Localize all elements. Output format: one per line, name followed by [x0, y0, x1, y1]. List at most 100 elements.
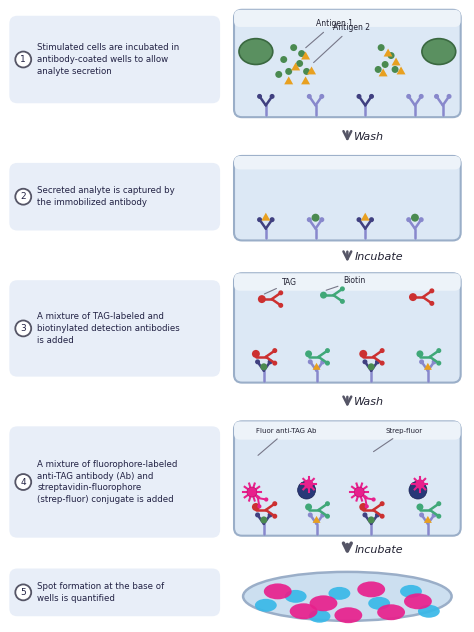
Text: Wash: Wash	[354, 397, 384, 407]
Circle shape	[430, 289, 434, 293]
Text: Fluor anti-TAG Ab: Fluor anti-TAG Ab	[256, 428, 316, 456]
Circle shape	[320, 291, 327, 298]
Circle shape	[378, 44, 384, 51]
Circle shape	[273, 502, 276, 506]
Circle shape	[365, 505, 368, 507]
Circle shape	[376, 513, 379, 517]
Circle shape	[304, 480, 313, 489]
Circle shape	[321, 513, 325, 517]
Circle shape	[260, 516, 267, 523]
Polygon shape	[424, 516, 432, 523]
Circle shape	[359, 350, 367, 358]
Circle shape	[388, 52, 394, 59]
FancyBboxPatch shape	[234, 10, 461, 117]
Circle shape	[326, 502, 329, 506]
Circle shape	[15, 320, 31, 336]
Ellipse shape	[377, 604, 405, 620]
Polygon shape	[261, 213, 270, 221]
Circle shape	[409, 293, 417, 301]
Text: Secreted analyte is captured by
the immobilized antibody: Secreted analyte is captured by the immo…	[37, 186, 175, 207]
Circle shape	[419, 218, 423, 221]
Text: Wash: Wash	[354, 131, 384, 142]
Circle shape	[359, 503, 367, 511]
Text: Strep-fluor: Strep-fluor	[374, 428, 422, 452]
Circle shape	[15, 585, 31, 600]
Text: 1: 1	[20, 55, 26, 64]
Circle shape	[15, 474, 31, 490]
Circle shape	[258, 218, 261, 221]
FancyBboxPatch shape	[234, 273, 461, 382]
Circle shape	[305, 504, 312, 511]
Text: 2: 2	[20, 192, 26, 201]
Circle shape	[320, 218, 324, 221]
Circle shape	[380, 514, 384, 518]
Circle shape	[376, 360, 379, 363]
Text: Incubate: Incubate	[354, 545, 403, 555]
Ellipse shape	[404, 593, 432, 609]
Circle shape	[273, 349, 276, 353]
Ellipse shape	[243, 572, 452, 621]
Circle shape	[268, 513, 272, 517]
Text: A mixture of fluorophore-labeled
anti-TAG antibody (Ab) and
streptavidin-fluorop: A mixture of fluorophore-labeled anti-TA…	[37, 460, 178, 504]
Text: Antigen 1: Antigen 1	[306, 19, 353, 48]
Circle shape	[447, 95, 451, 98]
Polygon shape	[284, 76, 293, 84]
Circle shape	[252, 350, 260, 358]
Circle shape	[374, 66, 382, 73]
Circle shape	[298, 50, 305, 57]
Circle shape	[382, 61, 389, 68]
Polygon shape	[424, 363, 432, 370]
Ellipse shape	[285, 590, 307, 603]
Text: A mixture of TAG-labeled and
biotinylated detection antibodies
is added: A mixture of TAG-labeled and biotinylate…	[37, 312, 180, 344]
Circle shape	[380, 362, 384, 365]
Ellipse shape	[239, 39, 273, 64]
Circle shape	[437, 502, 441, 506]
Polygon shape	[392, 58, 401, 66]
Circle shape	[15, 189, 31, 205]
Circle shape	[309, 360, 312, 363]
Circle shape	[357, 95, 361, 98]
Ellipse shape	[328, 587, 350, 600]
Polygon shape	[397, 66, 405, 75]
FancyBboxPatch shape	[234, 156, 461, 169]
Circle shape	[407, 95, 410, 98]
Circle shape	[392, 66, 399, 73]
Ellipse shape	[418, 605, 440, 617]
Circle shape	[409, 481, 427, 499]
Circle shape	[273, 362, 276, 365]
Circle shape	[258, 95, 261, 98]
FancyBboxPatch shape	[234, 422, 461, 536]
Text: 5: 5	[20, 588, 26, 597]
Circle shape	[420, 513, 423, 517]
Circle shape	[303, 68, 310, 75]
Circle shape	[363, 360, 367, 363]
Circle shape	[420, 360, 423, 363]
Text: TAG: TAG	[264, 278, 297, 294]
Polygon shape	[383, 49, 392, 56]
Circle shape	[268, 360, 272, 363]
Circle shape	[252, 503, 260, 511]
Circle shape	[256, 360, 259, 363]
Ellipse shape	[264, 583, 292, 599]
Circle shape	[368, 363, 374, 370]
Circle shape	[370, 218, 374, 221]
Circle shape	[341, 300, 344, 303]
FancyBboxPatch shape	[234, 156, 461, 240]
Circle shape	[411, 214, 419, 222]
Circle shape	[372, 498, 375, 501]
FancyBboxPatch shape	[9, 280, 220, 377]
Polygon shape	[301, 76, 310, 84]
Circle shape	[326, 362, 329, 365]
Circle shape	[308, 218, 311, 221]
Circle shape	[247, 487, 257, 497]
FancyBboxPatch shape	[234, 273, 461, 291]
Circle shape	[419, 95, 423, 98]
Circle shape	[417, 504, 423, 511]
Circle shape	[415, 480, 424, 489]
Circle shape	[260, 363, 267, 370]
Circle shape	[326, 514, 329, 518]
Circle shape	[270, 95, 274, 98]
Circle shape	[275, 71, 282, 78]
Ellipse shape	[357, 581, 385, 597]
Polygon shape	[379, 68, 388, 76]
